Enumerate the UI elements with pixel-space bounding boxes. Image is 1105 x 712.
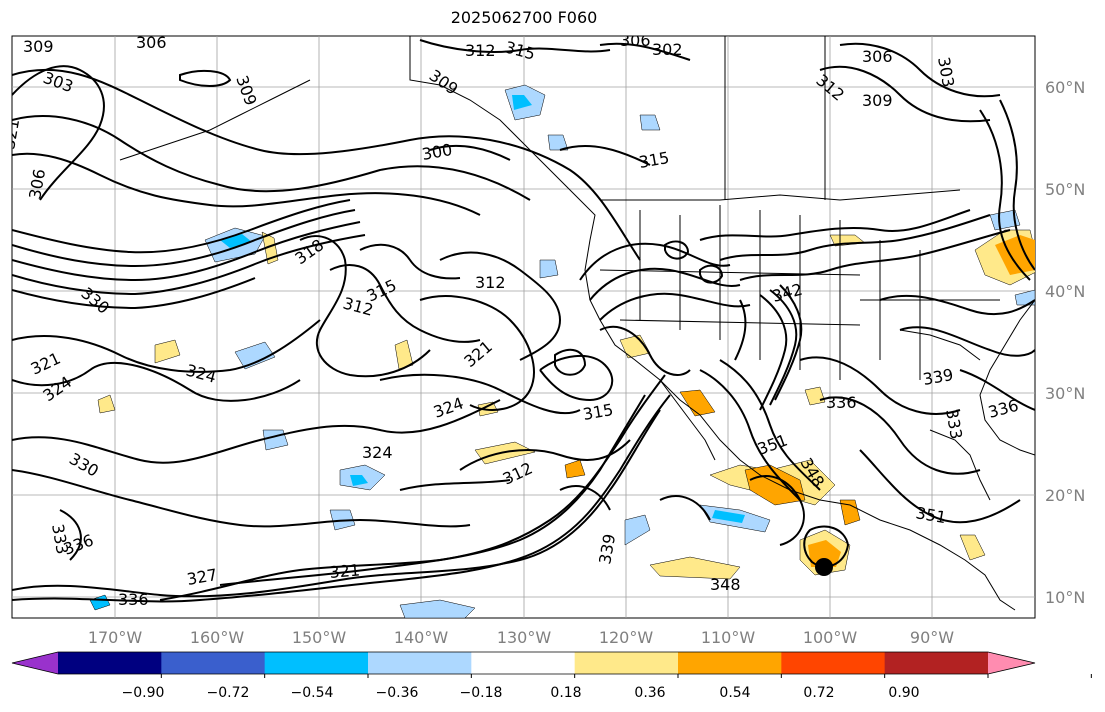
- contour-label: 306: [620, 31, 651, 50]
- lat-label: 50°N: [1045, 180, 1085, 199]
- colorbar-tick-label: 0.90: [888, 685, 919, 701]
- colorbar-tick-label: 0.54: [719, 685, 750, 701]
- colorbar-tick-label: 0.18: [550, 685, 581, 701]
- colorbar-segment: [471, 652, 576, 674]
- colorbar-segment: [781, 652, 886, 674]
- map-title: 2025062700 F060: [450, 8, 598, 27]
- colorbar: [11, 651, 1092, 678]
- map-frame: [11, 35, 1036, 619]
- lon-label: 140°W: [394, 628, 449, 647]
- contour-label: 321: [0, 117, 23, 150]
- isentrope-contours: [12, 39, 1035, 603]
- contour-label: 324: [362, 443, 393, 462]
- contour-label: 312: [465, 41, 496, 60]
- colorbar-tick-label: 0.36: [634, 685, 665, 701]
- colorbar-segment: [161, 652, 266, 674]
- lon-label: 170°W: [88, 628, 143, 647]
- lon-label: 120°W: [599, 628, 654, 647]
- contour-label: 336: [826, 393, 857, 412]
- colorbar-tick-label: 0.72: [803, 685, 834, 701]
- colorbar-segment: [264, 652, 369, 674]
- colorbar-outline: [11, 651, 1036, 675]
- lon-label: 100°W: [803, 628, 858, 647]
- colorbar-tick-label: −0.90: [122, 685, 165, 701]
- colorbar-segment: [678, 652, 782, 674]
- contour-label: 306: [136, 33, 167, 52]
- contour-label: 306: [862, 47, 893, 66]
- contour-label: 312: [475, 273, 506, 292]
- lon-label: 90°W: [910, 628, 954, 647]
- lat-label: 10°N: [1045, 588, 1085, 607]
- latitude-labels: 60°N 50°N 40°N 30°N 20°N 10°N: [1045, 78, 1085, 607]
- colorbar-extend-max: [988, 652, 1035, 674]
- colorbar-tick-label: −0.18: [460, 685, 503, 701]
- colorbar-extend-min: [12, 652, 58, 674]
- contour-label: 336: [118, 590, 149, 609]
- contour-label: 302: [652, 40, 683, 59]
- colorbar-segment: [58, 652, 162, 674]
- colorbar-segment: [368, 652, 472, 674]
- lat-label: 20°N: [1045, 486, 1085, 505]
- lon-label: 110°W: [701, 628, 756, 647]
- colorbar-ticks: −0.90 −0.72 −0.54 −0.36 −0.18 0.18 0.36 …: [122, 685, 920, 701]
- coastlines: [119, 36, 1035, 611]
- contour-label: 309: [23, 37, 54, 56]
- colorbar-segment: [884, 652, 989, 674]
- contour-label: 348: [710, 575, 741, 594]
- lat-label: 60°N: [1045, 78, 1085, 97]
- lat-label: 40°N: [1045, 282, 1085, 301]
- contour-label: 309: [862, 91, 893, 110]
- colorbar-tick-label: −0.72: [207, 685, 250, 701]
- lon-label: 160°W: [190, 628, 245, 647]
- colorbar-segment: [574, 652, 679, 674]
- colorbar-tick-label: −0.36: [376, 685, 419, 701]
- contour-label: 321: [329, 560, 361, 582]
- longitude-labels: 170°W 160°W 150°W 140°W 130°W 120°W 110°…: [88, 628, 954, 647]
- lon-label: 130°W: [497, 628, 552, 647]
- colorbar-tick-label: −0.54: [291, 685, 334, 701]
- storm-center-marker: [815, 558, 833, 576]
- lon-label: 150°W: [292, 628, 347, 647]
- lat-label: 30°N: [1045, 384, 1085, 403]
